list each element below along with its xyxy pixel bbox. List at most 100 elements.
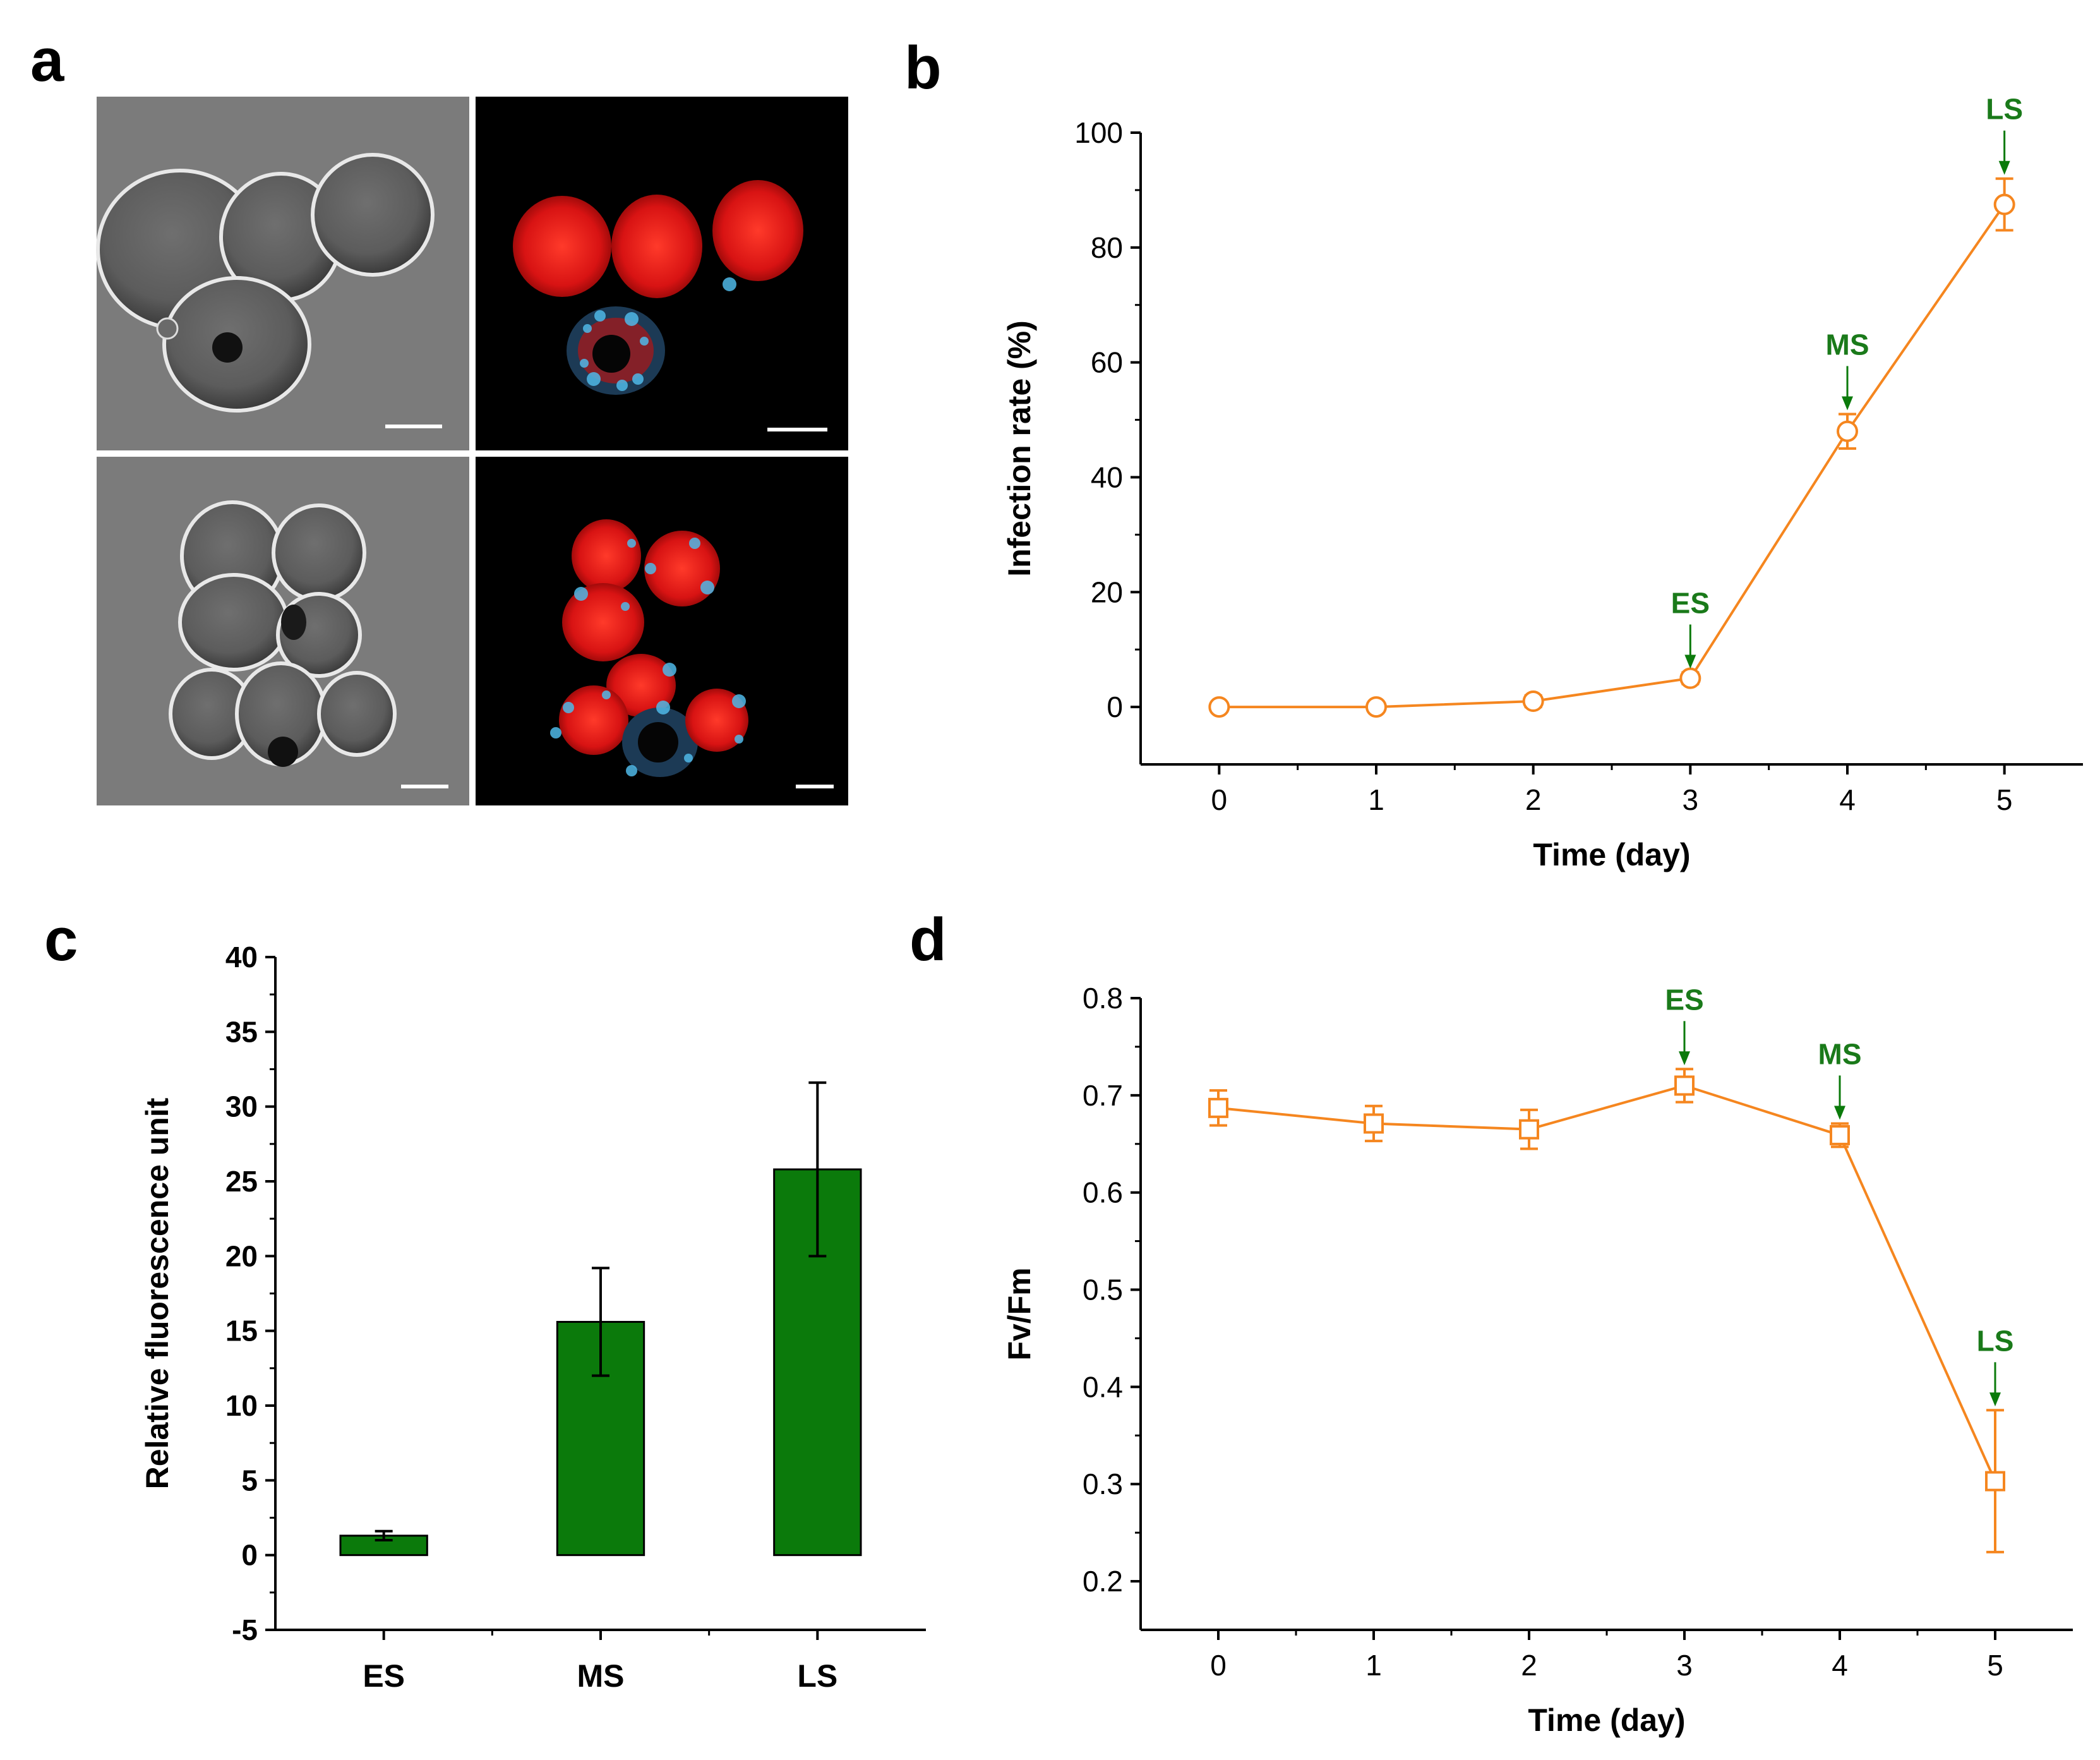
cyan-speckle — [625, 312, 639, 326]
y-tick-label: 0.5 — [1083, 1274, 1123, 1306]
cyan-speckle — [632, 373, 644, 385]
panel-a-letter: a — [30, 27, 64, 94]
y-tick-label: -5 — [232, 1613, 258, 1646]
series-line — [1218, 1084, 1996, 1482]
category-label: MS — [577, 1658, 625, 1694]
x-tick-label: 3 — [1676, 1649, 1693, 1682]
brightfield-top — [96, 97, 469, 450]
y-tick-label: 0.4 — [1083, 1370, 1123, 1403]
y-tick-label: 0 — [1107, 690, 1123, 723]
y-axis-title: Relative fluorescence unit — [140, 1097, 175, 1489]
fluorescence-cyan-speckles — [550, 277, 746, 776]
y-tick-label: 40 — [225, 941, 258, 973]
stage-arrow-head — [1834, 1106, 1845, 1120]
stage-label: LS — [1977, 1324, 2014, 1357]
stage-label: MS — [1818, 1037, 1862, 1070]
y-tick-label: 0.3 — [1083, 1468, 1123, 1500]
stage-label: MS — [1826, 328, 1869, 361]
stage-label: ES — [1671, 587, 1710, 620]
x-tick-label: 3 — [1683, 783, 1699, 816]
brightfield-bottom — [97, 457, 469, 805]
y-tick-label: 5 — [241, 1464, 258, 1497]
cyan-speckle — [594, 310, 606, 322]
chart-fv-fm: 0.2 0.3 0.4 0.5 0.6 0.7 0.8 0 1 2 3 4 5 Time (day) Fv/… — [1002, 982, 2073, 1738]
cyan-speckle — [732, 694, 746, 708]
y-tick-label: 20 — [1091, 576, 1123, 608]
chart-infection-rate: 0 20 40 60 80 100 0 1 2 3 4 5 Time (day) Infection ra… — [1002, 93, 2083, 872]
cyan-speckle — [663, 663, 676, 677]
x-tick-label: 4 — [1832, 1649, 1848, 1682]
data-point — [1679, 667, 1701, 689]
panel-c-letter: c — [44, 906, 78, 973]
cyan-speckle — [656, 701, 670, 714]
cyan-speckle — [684, 754, 693, 762]
cyan-speckle — [627, 539, 636, 548]
stage-arrow-head — [1998, 160, 2010, 175]
data-point — [1837, 420, 1858, 442]
y-tick-label: 20 — [225, 1239, 258, 1272]
y-tick-label: 40 — [1091, 461, 1123, 493]
cyan-speckle — [626, 765, 637, 776]
x-axis-title: Time (day) — [1533, 837, 1690, 872]
x-tick-label: 1 — [1368, 783, 1384, 816]
cyan-speckle — [645, 563, 656, 574]
x-tick-label: 4 — [1839, 783, 1856, 816]
x-tick-label: 1 — [1365, 1649, 1382, 1682]
y-tick-label: 80 — [1091, 231, 1123, 264]
data-point — [1364, 1113, 1384, 1134]
cyan-speckle — [583, 324, 592, 333]
x-tick-label: 0 — [1211, 783, 1228, 816]
data-point — [1208, 1097, 1228, 1118]
cyan-speckle — [574, 587, 588, 601]
cyan-speckle — [550, 727, 561, 738]
cyan-speckle — [587, 372, 601, 386]
y-tick-label: 0.6 — [1083, 1176, 1123, 1209]
y-tick-label: 15 — [225, 1315, 258, 1347]
y-tick-label: 35 — [225, 1015, 258, 1048]
data-point — [1985, 1471, 2005, 1492]
y-tick-label: 0.2 — [1083, 1565, 1123, 1598]
cyan-speckle — [616, 380, 628, 391]
x-tick-label: 5 — [1996, 783, 2013, 816]
stage-arrow-head — [1989, 1392, 2001, 1407]
y-tick-label: 10 — [225, 1389, 258, 1422]
stage-arrow-head — [1842, 396, 1853, 411]
data-point — [1522, 690, 1544, 712]
x-tick-label: 5 — [1987, 1649, 2003, 1682]
stage-arrow-head — [1684, 654, 1696, 669]
x-tick-label: 2 — [1521, 1649, 1537, 1682]
y-tick-label: 0.7 — [1083, 1079, 1123, 1112]
x-tick-label: 0 — [1210, 1649, 1227, 1682]
y-tick-label: 60 — [1091, 346, 1123, 379]
cyan-speckle — [621, 602, 630, 611]
panel-a-micrographs — [96, 97, 848, 805]
data-point — [1519, 1119, 1539, 1140]
y-tick-label: 0 — [241, 1539, 258, 1572]
panel-d-letter: d — [909, 906, 947, 973]
cyan-speckle — [563, 702, 574, 713]
y-axis-title: Infection rate (%) — [1002, 320, 1037, 577]
stage-label: LS — [1986, 93, 2023, 126]
stage-label: ES — [1665, 983, 1703, 1016]
cyan-speckle — [700, 581, 714, 594]
panel-b-letter: b — [904, 34, 942, 102]
category-label: LS — [797, 1658, 837, 1694]
y-tick-label: 25 — [225, 1165, 258, 1198]
cyan-speckle — [580, 359, 589, 368]
fluorescence-bottom — [476, 457, 848, 805]
data-point — [1993, 193, 2015, 215]
cyan-speckle — [735, 735, 743, 744]
series-line — [1219, 203, 2006, 709]
category-label: ES — [363, 1658, 405, 1694]
cyan-speckle — [723, 277, 736, 291]
cyan-speckle — [689, 538, 700, 549]
data-point — [1830, 1124, 1850, 1145]
y-tick-label: 30 — [225, 1090, 258, 1123]
stage-arrow-head — [1679, 1051, 1690, 1066]
data-point — [1208, 696, 1230, 718]
cyan-speckle — [640, 337, 649, 346]
fluorescence-top — [476, 97, 848, 450]
y-tick-label: 0.8 — [1083, 982, 1123, 1015]
cyan-speckle — [602, 690, 611, 699]
